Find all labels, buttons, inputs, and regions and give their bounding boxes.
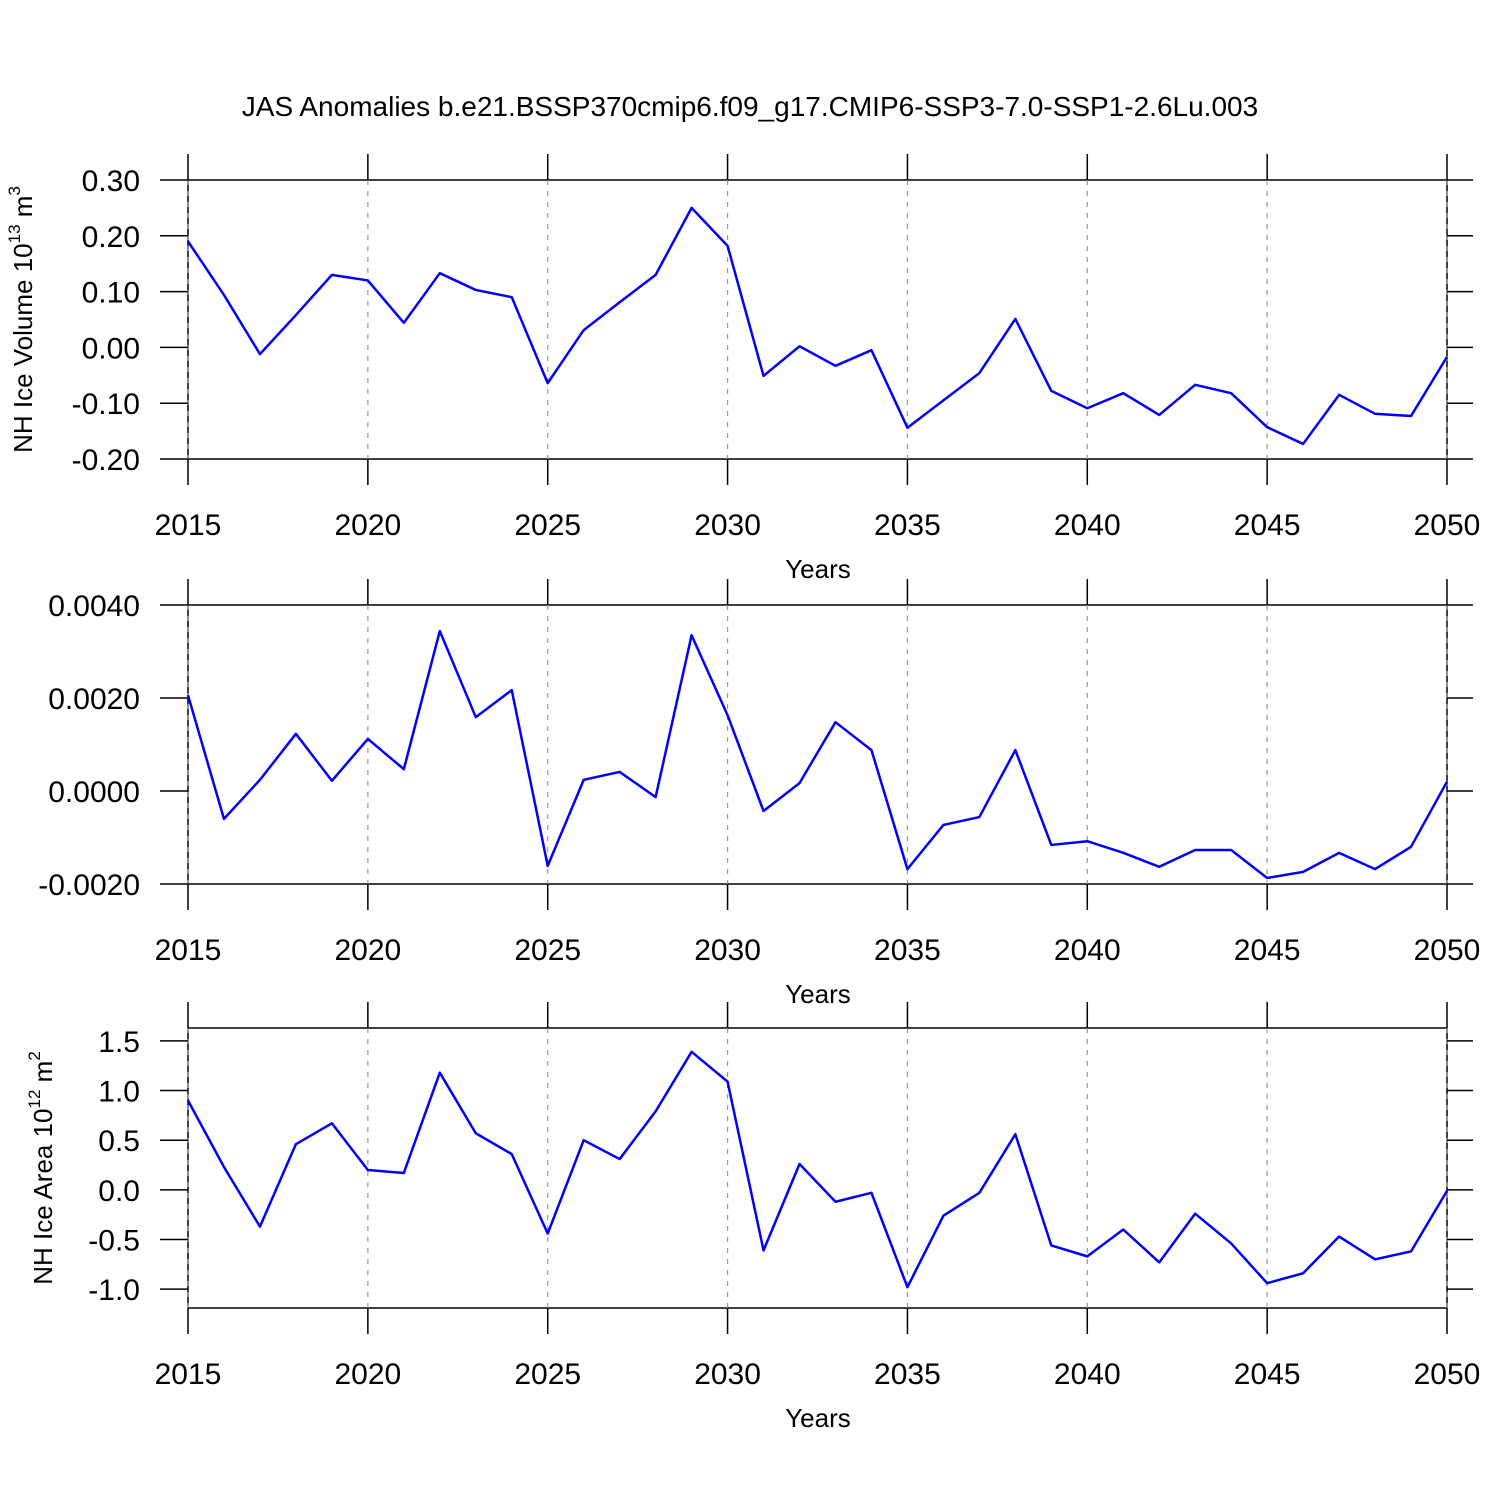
y-axis-label-part: m	[8, 196, 38, 225]
x-axis-label: Years	[785, 1403, 851, 1433]
data-line	[186, 629, 1449, 880]
x-tick-label: 2015	[155, 1358, 222, 1391]
y-tick-label: 0.0000	[48, 776, 140, 809]
y-tick-label: -0.5	[88, 1224, 140, 1257]
y-axis-label-part: NH Ice Volume 10	[8, 243, 38, 453]
chart-title: JAS Anomalies b.e21.BSSP370cmip6.f09_g17…	[242, 91, 1258, 122]
x-tick-label: 2050	[1414, 509, 1481, 542]
x-tick-label: 2015	[155, 509, 222, 542]
plot-frame	[187, 1027, 1448, 1309]
x-tick-label: 2025	[514, 1358, 581, 1391]
y-tick-label: -0.20	[72, 444, 140, 477]
x-tick-label: 2015	[155, 934, 222, 967]
x-tick-label: 2035	[874, 934, 941, 967]
y-axis-label-part: 13	[5, 224, 24, 243]
x-tick-label: 2030	[694, 934, 761, 967]
y-axis-label-part: NH Ice Area 10	[28, 1108, 58, 1284]
x-axis-label: Years	[785, 554, 851, 584]
y-axis-label-part: 3	[5, 186, 24, 195]
x-tick-label: 2025	[514, 509, 581, 542]
plot-frame	[187, 604, 1448, 885]
y-tick-label: 0.30	[82, 165, 140, 198]
plot-frame	[187, 179, 1448, 460]
y-tick-label: 0.00	[82, 332, 140, 365]
data-line	[186, 206, 1449, 446]
y-tick-label: 1.5	[98, 1026, 140, 1059]
y-tick-label: -0.0020	[38, 869, 140, 902]
x-tick-label: 2040	[1054, 934, 1121, 967]
x-tick-label: 2050	[1414, 1358, 1481, 1391]
x-tick-label: 2040	[1054, 1358, 1121, 1391]
y-tick-label: 0.20	[82, 221, 140, 254]
x-tick-label: 2020	[334, 934, 401, 967]
y-axis-label-part: 12	[25, 1090, 44, 1109]
data-line	[186, 1050, 1449, 1289]
y-tick-label: 0.0040	[48, 590, 140, 623]
x-tick-label: 2035	[874, 1358, 941, 1391]
x-tick-label: 2020	[334, 509, 401, 542]
y-tick-label: 1.0	[98, 1076, 140, 1109]
y-tick-label: -1.0	[88, 1274, 140, 1307]
x-tick-label: 2030	[694, 1358, 761, 1391]
y-tick-label: -0.10	[72, 388, 140, 421]
y-tick-label: 0.0	[98, 1175, 140, 1208]
x-tick-label: 2020	[334, 1358, 401, 1391]
x-tick-label: 2030	[694, 509, 761, 542]
y-axis-label-part: m	[28, 1061, 58, 1090]
x-tick-label: 2035	[874, 509, 941, 542]
y-axis-label: NH Ice Area 1012 m2	[25, 1051, 58, 1285]
y-tick-label: 0.5	[98, 1125, 140, 1158]
x-tick-label: 2040	[1054, 509, 1121, 542]
y-tick-label: 0.0020	[48, 683, 140, 716]
x-axis-label: Years	[785, 979, 851, 1009]
y-axis-label: NH Ice Volume 1013 m3	[5, 186, 38, 453]
x-tick-label: 2045	[1234, 934, 1301, 967]
y-tick-label: 0.10	[82, 277, 140, 310]
y-axis-label-part: 2	[25, 1051, 44, 1060]
x-tick-label: 2045	[1234, 1358, 1301, 1391]
x-tick-label: 2025	[514, 934, 581, 967]
x-tick-label: 2050	[1414, 934, 1481, 967]
x-tick-label: 2045	[1234, 509, 1301, 542]
